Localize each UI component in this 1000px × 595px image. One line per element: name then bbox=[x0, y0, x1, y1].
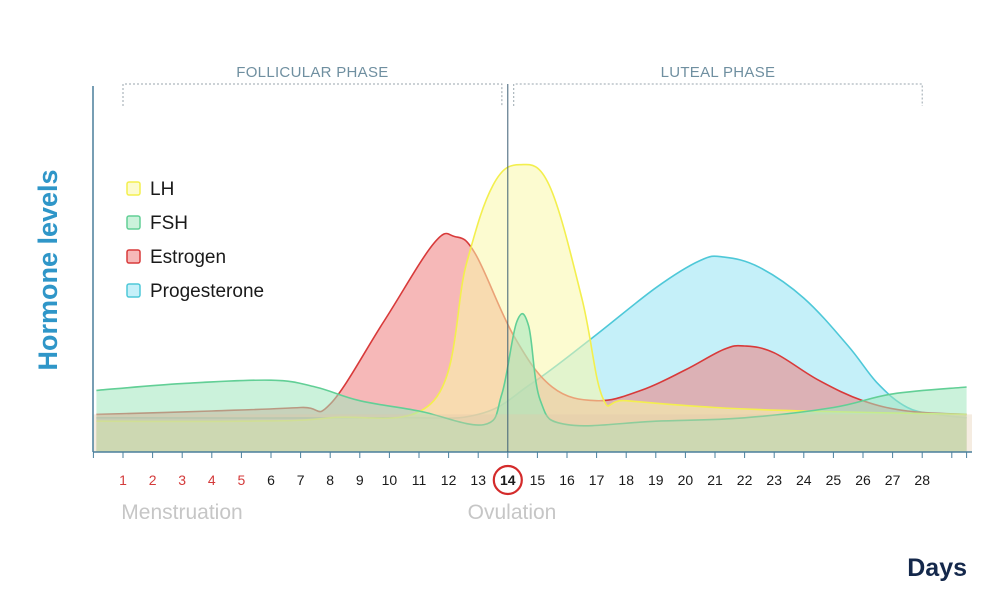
legend-label-progesterone: Progesterone bbox=[150, 281, 264, 302]
x-tick-label: 23 bbox=[766, 472, 782, 488]
x-tick-label: 26 bbox=[855, 472, 871, 488]
x-tick-label: 4 bbox=[208, 472, 216, 488]
legend: LH FSH Estrogen Progesterone bbox=[126, 179, 264, 302]
baseline-band bbox=[93, 414, 972, 452]
series-layer bbox=[93, 163, 972, 452]
menstruation-label: Menstruation bbox=[121, 501, 242, 524]
x-tick-label: 15 bbox=[530, 472, 546, 488]
phase-label-follicular-phase: FOLLICULAR PHASE bbox=[236, 64, 388, 81]
x-tick-label: 28 bbox=[914, 472, 930, 488]
ovulation-day-circle bbox=[492, 464, 523, 496]
x-tick-label: 2 bbox=[149, 472, 157, 488]
phase-bracket-follicular-phase bbox=[122, 83, 503, 106]
x-tick-label: 27 bbox=[885, 472, 901, 488]
x-tick-label: 3 bbox=[178, 472, 186, 488]
x-tick-label: 16 bbox=[559, 472, 575, 488]
series-area-fsh bbox=[96, 313, 967, 452]
x-tick-label: 25 bbox=[826, 472, 842, 488]
series-area-lh bbox=[96, 164, 967, 452]
x-tick-label: 8 bbox=[326, 472, 334, 488]
legend-swatch-estrogen bbox=[126, 249, 141, 264]
x-tick-label: 9 bbox=[356, 472, 364, 488]
legend-swatch-progesterone bbox=[126, 283, 141, 298]
x-tick-label: 5 bbox=[238, 472, 246, 488]
x-tick-label: 13 bbox=[470, 472, 486, 488]
ovulation-label: Ovulation bbox=[468, 501, 557, 524]
x-tick-label: 22 bbox=[737, 472, 753, 488]
phase-label-luteal-phase: LUTEAL PHASE bbox=[661, 64, 776, 81]
phase-bracket-luteal-phase bbox=[513, 83, 923, 106]
x-tick-label: 20 bbox=[678, 472, 694, 488]
phase-layer: FOLLICULAR PHASE LUTEAL PHASE bbox=[122, 64, 923, 106]
x-tick-label: 19 bbox=[648, 472, 664, 488]
legend-label-estrogen: Estrogen bbox=[150, 247, 226, 268]
x-tick-label: 17 bbox=[589, 472, 605, 488]
axes-layer bbox=[92, 84, 972, 453]
x-tick-label: 24 bbox=[796, 472, 812, 488]
x-tick-label: 7 bbox=[297, 472, 305, 488]
series-line-fsh bbox=[96, 313, 967, 427]
legend-swatch-fsh bbox=[126, 215, 141, 230]
x-tick-label: 21 bbox=[707, 472, 723, 488]
x-tick-label: 1 bbox=[119, 472, 127, 488]
legend-label-fsh: FSH bbox=[150, 213, 188, 234]
x-tick-label: 18 bbox=[618, 472, 634, 488]
x-tick-label: 6 bbox=[267, 472, 275, 488]
x-tick-label: 12 bbox=[441, 472, 457, 488]
y-axis-label: Hormone levels bbox=[33, 169, 63, 370]
legend-label-lh: LH bbox=[150, 179, 174, 200]
series-area-estrogen bbox=[96, 233, 967, 452]
x-tick-label: 10 bbox=[382, 472, 398, 488]
x-axis-label: Days bbox=[907, 554, 967, 582]
x-tick-label: 14 bbox=[500, 472, 516, 488]
x-tick-label: 11 bbox=[412, 472, 427, 488]
legend-swatch-lh bbox=[126, 181, 141, 196]
ticks-layer: 1 2 3 4 5 6 7 8 9 10 11 12 13 14 15 16 17 18 19 20 21 22 23 24 2… bbox=[92, 452, 968, 496]
